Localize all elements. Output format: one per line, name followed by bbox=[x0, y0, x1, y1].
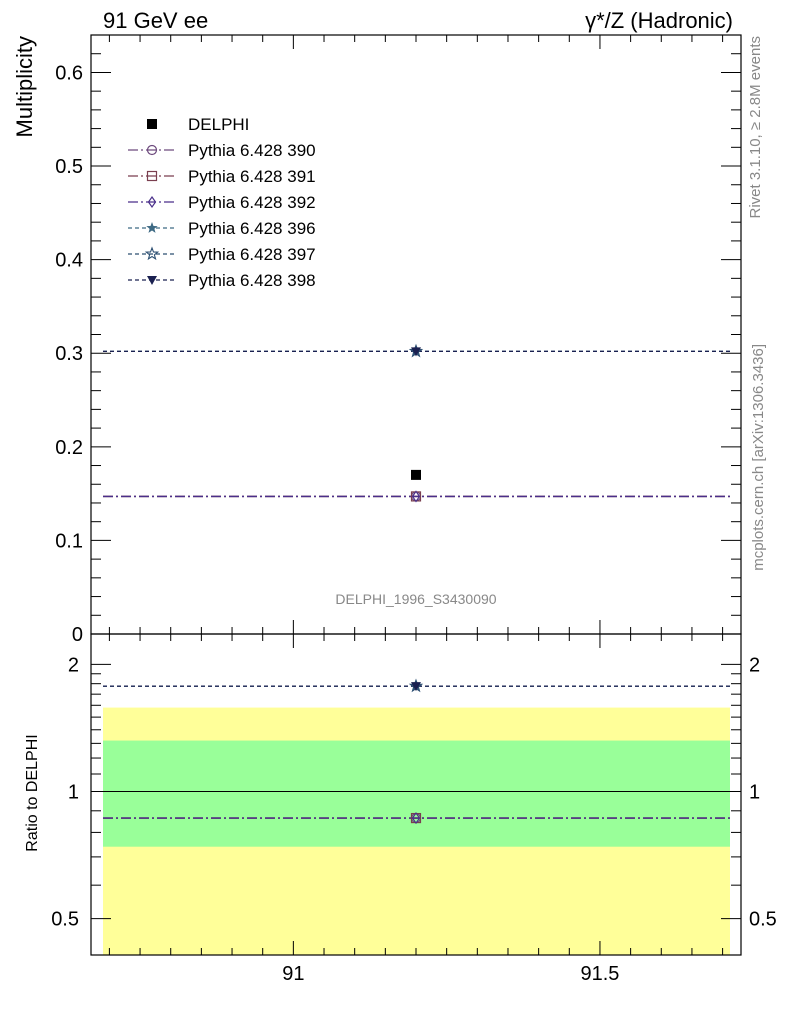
ratio-y-tick-label-left: 2 bbox=[68, 654, 79, 676]
legend-marker-1 bbox=[146, 144, 158, 156]
rivet-version-label: Rivet 3.1.10, ≥ 2.8M events bbox=[747, 36, 764, 219]
header-left-label: 91 GeV ee bbox=[103, 8, 208, 33]
header-right-label: γ*/Z (Hadronic) bbox=[585, 8, 733, 33]
ratio-band-green bbox=[103, 740, 730, 847]
main-y-tick-label: 0 bbox=[72, 624, 83, 646]
legend-marker-0 bbox=[147, 119, 157, 129]
legend-label-3: Pythia 6.428 392 bbox=[188, 193, 316, 212]
main-y-tick-label: 0.5 bbox=[55, 156, 83, 178]
legend-marker-6 bbox=[147, 276, 157, 285]
legend-label-0: DELPHI bbox=[188, 115, 249, 134]
analysis-watermark: DELPHI_1996_S3430090 bbox=[335, 591, 496, 607]
legend-label-5: Pythia 6.428 397 bbox=[188, 245, 316, 264]
legend-marker-2 bbox=[146, 170, 158, 182]
main-y-tick-label: 0.4 bbox=[55, 250, 83, 272]
ratio-x-tick-label: 91.5 bbox=[580, 963, 619, 985]
ratio-bands bbox=[91, 707, 741, 955]
ratio-y-tick-label-right: 0.5 bbox=[749, 909, 777, 931]
ratio-y-tick-label-right: 2 bbox=[749, 654, 760, 676]
data-markers bbox=[408, 343, 424, 825]
main-y-tick-label: 0.2 bbox=[55, 437, 83, 459]
ratio-x-tick-label: 91 bbox=[282, 963, 304, 985]
legend-label-2: Pythia 6.428 391 bbox=[188, 167, 316, 186]
data-point-delphi bbox=[411, 469, 421, 480]
legend: DELPHI Pythia 6.428 390 Pythia 6.428 391 Py… bbox=[128, 115, 316, 290]
main-y-tick-label: 0.3 bbox=[55, 343, 83, 365]
ratio-series-point-5 bbox=[411, 682, 421, 692]
main-y-axis-label: Multiplicity bbox=[12, 36, 37, 137]
main-y-tick-label: 0.1 bbox=[55, 530, 83, 552]
ratio-y-tick-label-left: 1 bbox=[68, 781, 79, 803]
main-y-tick-label: 0.6 bbox=[55, 62, 83, 84]
legend-marker-4 bbox=[146, 222, 158, 233]
series-lines bbox=[103, 350, 730, 819]
legend-label-4: Pythia 6.428 396 bbox=[188, 219, 316, 238]
legend-marker-5 bbox=[144, 246, 160, 261]
main-series-point-5 bbox=[411, 347, 421, 357]
legend-marker-3 bbox=[147, 195, 157, 209]
axis-ticks: 0 0.1 0.2 0.3 0.4 0.5 0.6 91 91.5 0.5 0.5 1 1 2 2 bbox=[51, 34, 777, 985]
legend-label-1: Pythia 6.428 390 bbox=[188, 141, 316, 160]
ratio-y-tick-label-left: 0.5 bbox=[51, 909, 79, 931]
legend-label-6: Pythia 6.428 398 bbox=[188, 271, 316, 290]
main-series-point-2 bbox=[411, 490, 421, 503]
ratio-series-point-2 bbox=[411, 812, 421, 825]
ratio-y-axis-label: Ratio to DELPHI bbox=[24, 734, 41, 851]
mcplots-label: mcplots.cern.ch [arXiv:1306.3436] bbox=[750, 344, 767, 571]
ratio-y-tick-label-right: 1 bbox=[749, 781, 760, 803]
